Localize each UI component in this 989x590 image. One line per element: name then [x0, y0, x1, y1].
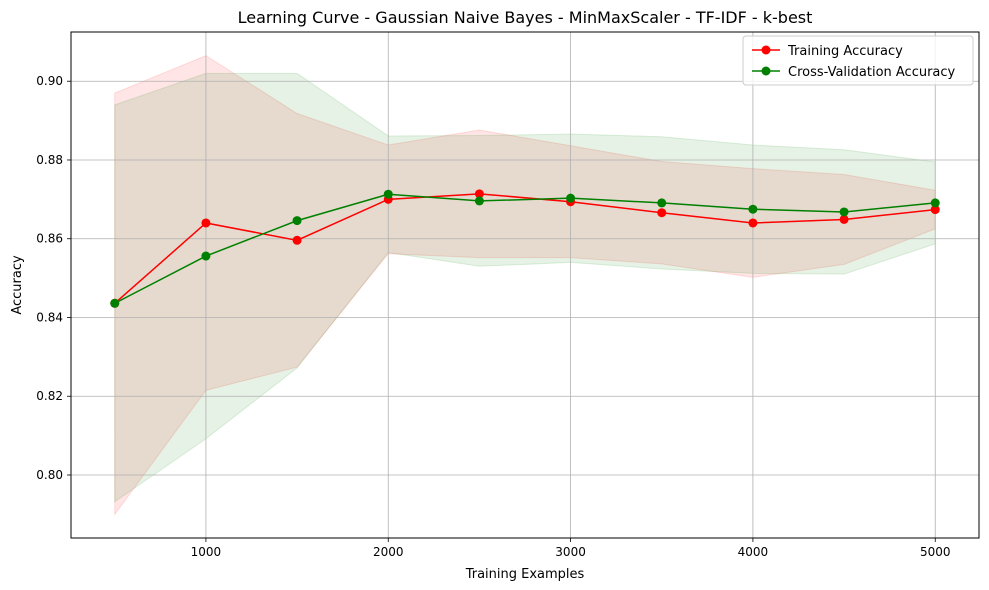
- legend-training-marker: [761, 45, 771, 55]
- y-tick-label: 0.88: [36, 153, 63, 167]
- legend-validation-marker: [761, 66, 771, 76]
- x-tick-label: 2000: [373, 545, 404, 559]
- chart-title: Learning Curve - Gaussian Naive Bayes - …: [238, 8, 813, 27]
- legend-validation-label: Cross-Validation Accuracy: [788, 65, 956, 80]
- y-tick-label: 0.82: [36, 389, 63, 403]
- point-cross-validation: [110, 298, 120, 308]
- y-tick-label: 0.90: [36, 74, 63, 88]
- point-cross-validation: [474, 196, 484, 206]
- point-cross-validation: [383, 189, 393, 199]
- x-axis-ticks: 1000 2000 3000 4000 5000: [191, 538, 951, 559]
- x-tick-label: 4000: [738, 545, 769, 559]
- legend-training-label: Training Accuracy: [787, 44, 903, 59]
- series-markers: [110, 189, 940, 308]
- point-cross-validation: [748, 204, 758, 214]
- line-cross-validation: [114, 193, 936, 304]
- grid-lines: [71, 32, 979, 538]
- point-training: [748, 218, 758, 228]
- y-axis-ticks: 0.80 0.82 0.84 0.86 0.88 0.90: [36, 74, 71, 482]
- point-training: [474, 189, 484, 199]
- series-lines: [114, 193, 936, 304]
- point-cross-validation: [292, 216, 302, 226]
- point-cross-validation: [839, 207, 849, 217]
- legend-box: [742, 35, 974, 86]
- x-tick-label: 1000: [191, 545, 222, 559]
- x-tick-label: 3000: [555, 545, 586, 559]
- plot-frame: [70, 31, 980, 539]
- point-training: [657, 208, 667, 218]
- line-training: [114, 193, 936, 304]
- point-cross-validation: [201, 251, 211, 261]
- x-axis-label: Training Examples: [465, 567, 585, 582]
- point-training: [930, 205, 940, 215]
- point-cross-validation: [566, 193, 576, 203]
- y-tick-label: 0.80: [36, 468, 63, 482]
- x-tick-label: 5000: [920, 545, 951, 559]
- point-training: [292, 235, 302, 245]
- y-axis-label: Accuracy: [10, 255, 25, 315]
- y-tick-label: 0.84: [36, 310, 63, 324]
- point-training: [201, 218, 211, 228]
- point-cross-validation: [657, 198, 667, 208]
- point-training: [839, 214, 849, 224]
- point-cross-validation: [930, 198, 940, 208]
- legend: Training Accuracy Cross-Validation Accur…: [742, 35, 974, 86]
- plot-area: [71, 32, 979, 538]
- y-tick-label: 0.86: [36, 232, 63, 246]
